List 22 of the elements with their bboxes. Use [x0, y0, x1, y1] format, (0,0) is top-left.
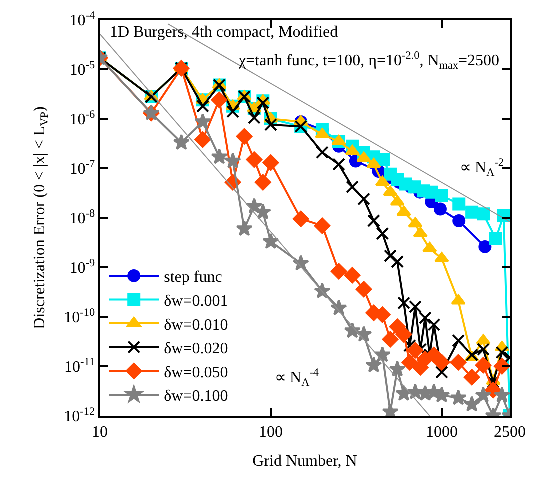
y-tick-label: 10$^{-6}$ [70, 108, 96, 129]
y-tick-label: 10$^{-11}$ [64, 356, 96, 376]
legend-label: δw=0.020 [164, 340, 228, 358]
y-tick-label: 10$^{-9}$ [70, 257, 96, 278]
x-tick-label: 2500 [494, 424, 526, 441]
legend-label: δw=0.001 [164, 292, 228, 310]
legend-label: δw=0.010 [164, 316, 228, 334]
x-tick-label: 10 [92, 424, 108, 441]
y-tick-label: 10$^{-4}$ [70, 10, 96, 30]
y-tick-label: 10$^{-12}$ [64, 406, 96, 426]
legend-label: δw=0.100 [164, 388, 228, 406]
y-tick-label: 10$^{-8}$ [70, 208, 96, 228]
legend-label: δw=0.050 [164, 364, 228, 382]
y-tick-label: 10$^{-5}$ [70, 59, 96, 80]
x-tick-label: 100 [258, 424, 283, 441]
y-tick-label: 10$^{-10}$ [64, 306, 96, 327]
annotation: χ=tanh func, t=100, η=10$^{-2.0}$, N$_{max}$=2500 [238, 50, 500, 72]
x-axis-title: Grid Number, N [252, 453, 358, 470]
annotation: 1D Burgers, 4th compact, Modified [110, 24, 338, 41]
y-tick-label: 10$^{-7}$ [70, 158, 96, 178]
legend-label: step func [164, 269, 222, 286]
x-tick-label: 1000 [426, 424, 458, 441]
